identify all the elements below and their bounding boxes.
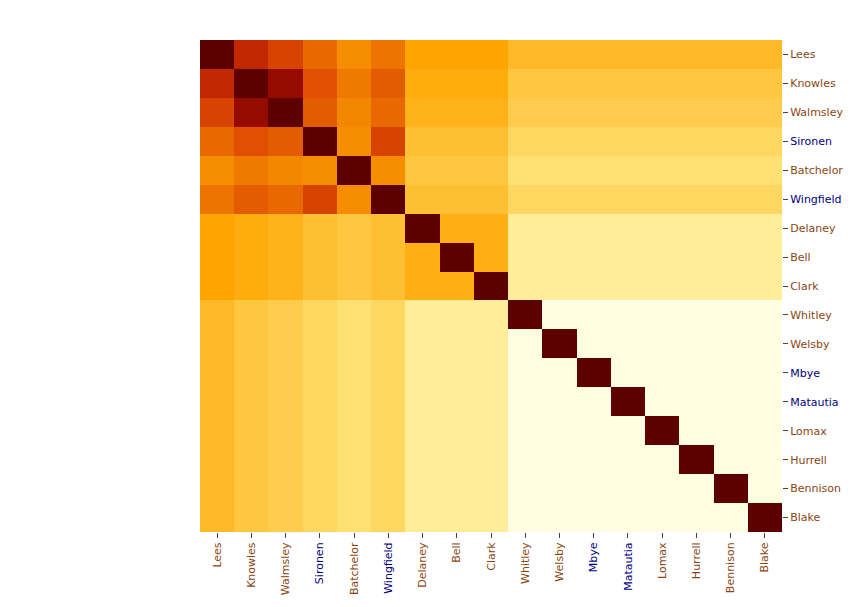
- svg-text:Batchelor: Batchelor: [790, 164, 843, 177]
- svg-text:Bell: Bell: [450, 542, 463, 562]
- svg-text:Lees: Lees: [211, 542, 224, 567]
- svg-text:Knowles: Knowles: [245, 542, 258, 588]
- svg-text:Wingfield: Wingfield: [382, 542, 395, 593]
- svg-text:Batchelor: Batchelor: [348, 542, 361, 595]
- svg-text:Mbye: Mbye: [790, 367, 820, 380]
- svg-text:Bennison: Bennison: [790, 482, 841, 495]
- svg-text:Blake: Blake: [758, 542, 771, 572]
- svg-text:Welsby: Welsby: [790, 338, 830, 351]
- svg-text:Bennison: Bennison: [724, 542, 737, 593]
- svg-text:Blake: Blake: [790, 511, 820, 524]
- svg-text:Sironen: Sironen: [313, 542, 326, 584]
- svg-text:Walmsley: Walmsley: [279, 542, 292, 595]
- svg-text:Lomax: Lomax: [790, 425, 827, 438]
- svg-text:Wingfield: Wingfield: [790, 193, 841, 206]
- svg-text:Lomax: Lomax: [656, 542, 669, 579]
- svg-text:Clark: Clark: [485, 542, 498, 571]
- svg-text:Knowles: Knowles: [790, 77, 836, 90]
- svg-text:Matautia: Matautia: [622, 542, 635, 590]
- svg-text:Walmsley: Walmsley: [790, 106, 843, 119]
- svg-text:Delaney: Delaney: [790, 222, 836, 235]
- svg-text:Whitley: Whitley: [790, 309, 832, 322]
- svg-text:Bell: Bell: [790, 251, 810, 264]
- svg-text:Hurrell: Hurrell: [690, 542, 703, 579]
- svg-text:Mbye: Mbye: [587, 542, 600, 572]
- svg-text:Whitley: Whitley: [519, 542, 532, 584]
- svg-text:Delaney: Delaney: [416, 542, 429, 588]
- svg-text:Sironen: Sironen: [790, 135, 832, 148]
- svg-text:Hurrell: Hurrell: [790, 454, 827, 467]
- svg-text:Lees: Lees: [790, 48, 815, 61]
- svg-text:Welsby: Welsby: [553, 542, 566, 582]
- svg-text:Clark: Clark: [790, 280, 819, 293]
- svg-text:Matautia: Matautia: [790, 396, 838, 409]
